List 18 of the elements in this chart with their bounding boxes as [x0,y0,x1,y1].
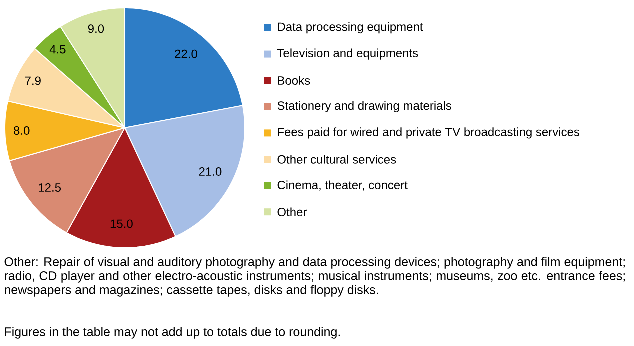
data-label: 4.5 [50,45,66,54]
legend-label: Data processing equipment [278,22,424,34]
legend-label: Television and equipments [277,48,418,60]
data-label: 8.0 [14,126,30,135]
data-label: 9.0 [88,24,104,34]
data-label: 7.9 [25,76,41,86]
data-label: 22.0 [175,50,198,58]
legend-label: Fees paid for wired and private TV broadcasting services [278,128,580,139]
data-label: 12.5 [39,183,62,192]
data-label: 21.0 [199,168,222,176]
legend-label: Cinema, theater, concert [278,180,408,191]
text: Other: Repair of visual and auditory photography and data processing devices; photography and film equipment; radio, CD player and other electro-acoustic instruments; musical instruments; museums, zoo etc. entrance fees; newspapers and magazines; cassette tapes, disks and floppy disks. [4,257,625,297]
legend-label: Stationery and drawing materials [278,101,452,112]
data-label: 15.0 [110,220,133,228]
legend-label: Other [278,208,308,216]
text: Figures in the table may not add up to totals due to rounding. [5,327,340,339]
legend-label: Other cultural services [278,155,396,164]
legend-label: Books [278,76,310,85]
